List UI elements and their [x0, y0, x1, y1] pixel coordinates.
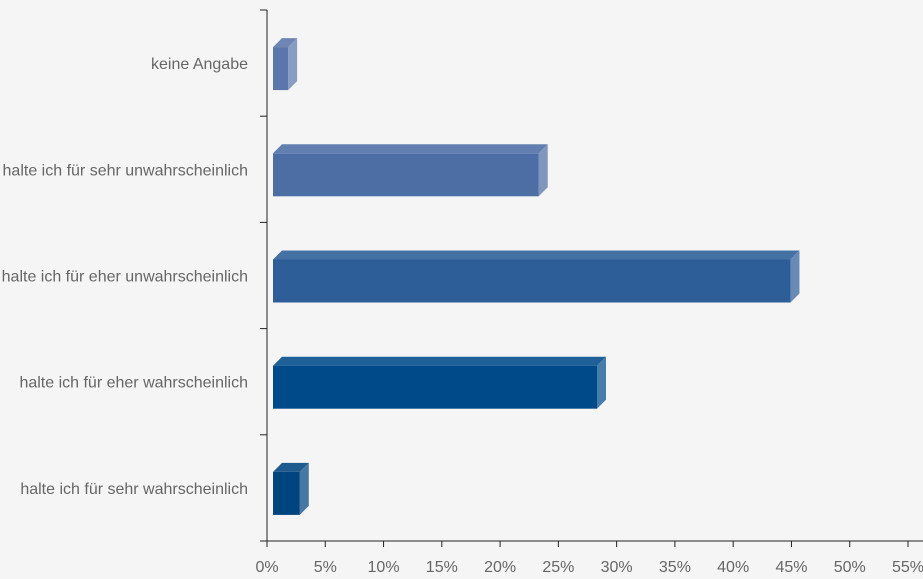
- bar-side-face: [288, 38, 298, 91]
- bar-top-face: [273, 462, 309, 472]
- x-tick-label: 35%: [659, 559, 691, 574]
- bar-top-face: [273, 356, 606, 366]
- x-tick-label: 55%: [892, 559, 923, 574]
- y-category-label: keine Angabe: [151, 56, 248, 73]
- bars-layer: [273, 38, 800, 515]
- x-tick-label: 15%: [426, 559, 458, 574]
- x-tick-label: 40%: [717, 559, 749, 574]
- bar-side-face: [596, 356, 606, 409]
- x-tick-label: 0%: [255, 559, 278, 574]
- bar-side-face: [538, 144, 548, 197]
- bar: [273, 471, 300, 515]
- bar-top-face: [273, 144, 548, 154]
- y-category-label: halte ich für eher unwahrscheinlich: [2, 269, 248, 286]
- x-tick-label: 30%: [601, 559, 633, 574]
- x-tick-label: 45%: [775, 559, 807, 574]
- y-category-label: halte ich für eher wahrscheinlich: [19, 375, 248, 392]
- x-tick-label: 25%: [542, 559, 574, 574]
- x-tick-label: 50%: [834, 559, 866, 574]
- axes-layer: [260, 9, 923, 547]
- x-tick-label: 20%: [484, 559, 516, 574]
- bar-top-face: [273, 250, 800, 260]
- labels-layer: 0% 5% 10% 15% 20% 25% 30% 35% 40% 45% 50% 55% keine …: [2, 56, 923, 576]
- bar: [273, 365, 597, 409]
- x-tick-label: 10%: [368, 559, 400, 574]
- bar: [273, 153, 539, 197]
- bar-side-face: [790, 250, 800, 303]
- x-tick-label: 5%: [314, 559, 337, 574]
- bar: [273, 47, 289, 91]
- bar: [273, 259, 791, 303]
- y-category-label: halte ich für sehr unwahrscheinlich: [3, 162, 248, 179]
- y-category-label: halte ich für sehr wahrscheinlich: [20, 481, 248, 498]
- bar-side-face: [299, 462, 309, 515]
- bar-top-face: [273, 38, 298, 48]
